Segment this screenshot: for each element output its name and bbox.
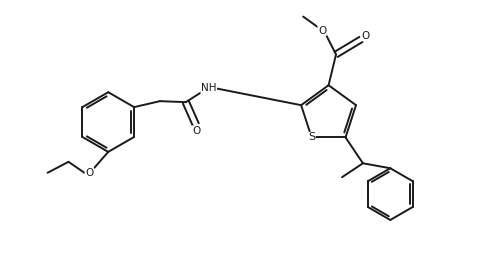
Text: S: S — [308, 132, 315, 142]
Text: O: O — [362, 30, 370, 41]
Text: O: O — [85, 168, 93, 178]
Text: O: O — [318, 26, 326, 36]
Text: O: O — [192, 126, 201, 136]
Text: NH: NH — [201, 83, 217, 93]
